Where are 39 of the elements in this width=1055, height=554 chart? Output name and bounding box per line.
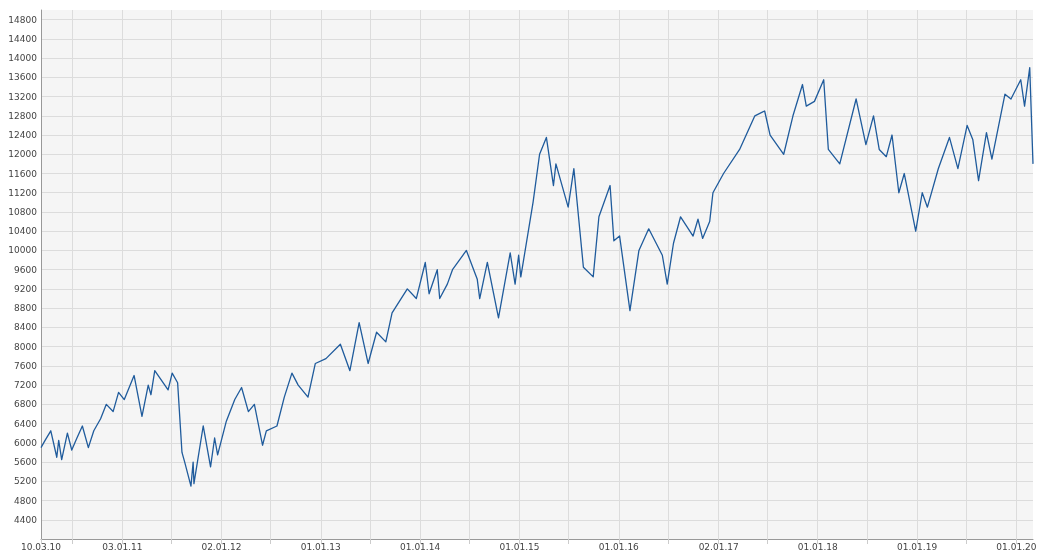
x-tick-label: 10.03.10 (20, 541, 62, 552)
y-tick-label: 6000 (14, 437, 38, 448)
y-tick-label: 12000 (8, 149, 38, 160)
y-tick-label: 12400 (8, 130, 38, 141)
y-tick-label: 4800 (14, 495, 38, 506)
y-tick-label: 7200 (14, 380, 38, 391)
x-tick-label: 01.01.18 (797, 541, 839, 552)
line-series (40, 67, 1034, 487)
x-tick-label: 03.01.11 (102, 541, 143, 552)
x-tick-label: 01.01.20 (996, 541, 1037, 552)
y-tick-label: 5200 (14, 476, 38, 487)
y-tick-label: 8400 (14, 322, 38, 333)
y-tick-label: 13200 (8, 91, 38, 102)
y-tick-label: 9200 (14, 283, 38, 294)
y-tick-label: 14000 (8, 53, 38, 64)
y-tick-label: 14800 (8, 14, 38, 25)
y-tick-label: 11200 (8, 187, 38, 198)
y-tick-label: 10400 (8, 226, 38, 237)
y-tick-label: 14400 (8, 33, 38, 44)
y-tick-label: 8800 (14, 303, 38, 314)
y-tick-label: 6400 (14, 418, 38, 429)
y-tick-label: 7600 (14, 360, 38, 371)
x-tick-label: 01.01.15 (499, 541, 540, 552)
y-tick-label: 13600 (8, 72, 38, 83)
x-tick-label: 01.01.14 (400, 541, 441, 552)
y-tick-label: 8000 (14, 341, 38, 352)
y-tick-label: 12800 (8, 110, 38, 121)
y-tick-label: 4400 (14, 514, 38, 525)
x-tick-label: 01.01.16 (598, 541, 640, 552)
y-tick-label: 11600 (8, 168, 38, 179)
y-tick-label: 6800 (14, 399, 38, 410)
x-tick-label: 01.01.19 (897, 541, 938, 552)
y-tick-label: 10000 (8, 245, 38, 256)
y-tick-label: 5600 (14, 457, 38, 468)
x-tick-label: 01.01.13 (300, 541, 341, 552)
y-tick-label: 10800 (8, 206, 38, 217)
x-tick-label: 02.01.17 (698, 541, 739, 552)
x-tick-label: 02.01.12 (201, 541, 242, 552)
y-tick-label: 9600 (14, 264, 38, 275)
